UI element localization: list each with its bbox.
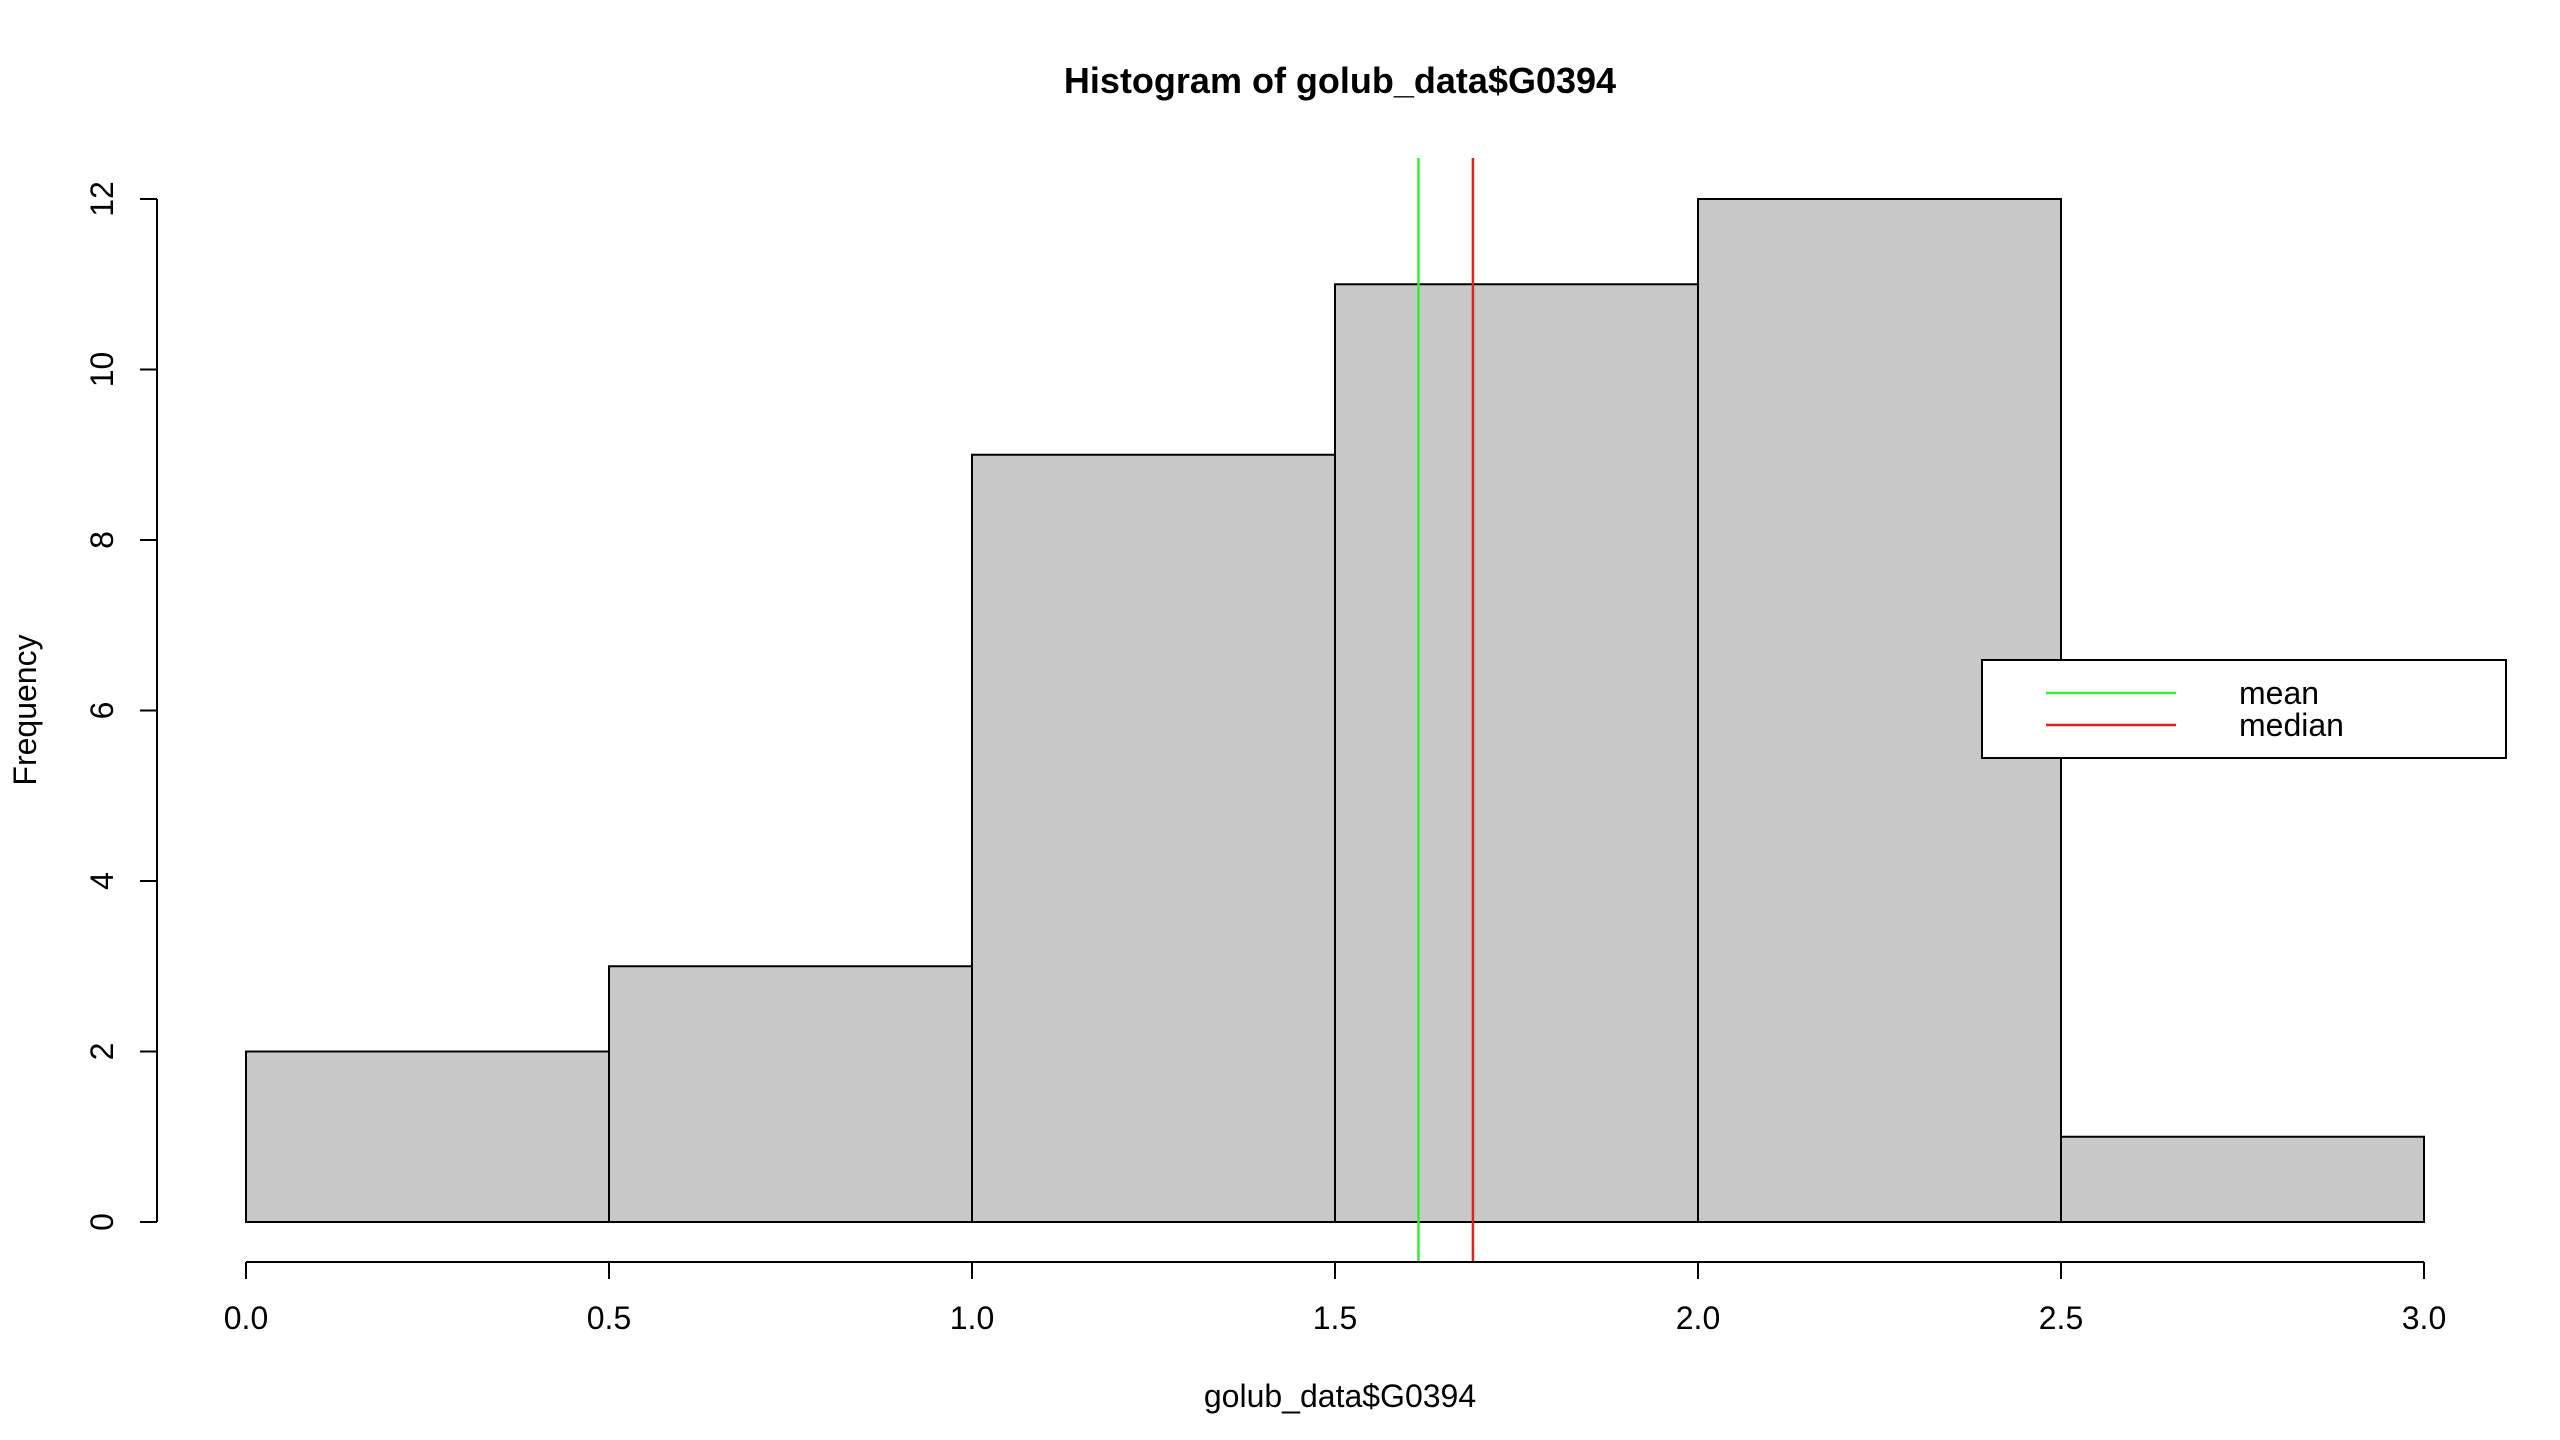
y-tick-label-0: 0 bbox=[84, 1213, 120, 1231]
y-tick-label-5: 10 bbox=[84, 352, 120, 388]
histogram-bar-0 bbox=[245, 1050, 610, 1223]
histogram-bar-1 bbox=[608, 965, 973, 1223]
x-tick-label-6: 3.0 bbox=[2402, 1300, 2446, 1336]
y-axis-label: Frequency bbox=[7, 634, 43, 785]
y-tick-label-6: 12 bbox=[84, 181, 120, 217]
legend-label-mean: mean bbox=[2239, 675, 2319, 711]
y-axis: 0 2 4 6 8 10 12 bbox=[84, 181, 158, 1231]
bars-group bbox=[245, 198, 2425, 1223]
legend-label-median: median bbox=[2239, 707, 2344, 743]
y-tick-label-2: 4 bbox=[84, 872, 120, 890]
x-tick-label-5: 2.5 bbox=[2039, 1300, 2083, 1336]
y-tick-label-1: 2 bbox=[84, 1043, 120, 1061]
histogram-bar-3 bbox=[1334, 283, 1699, 1223]
chart-title: Histogram of golub_data$G0394 bbox=[1064, 60, 1616, 101]
x-axis: 0.0 0.5 1.0 1.5 2.0 2.5 3.0 bbox=[224, 1261, 2446, 1336]
y-tick-label-3: 6 bbox=[84, 702, 120, 720]
x-tick-label-3: 1.5 bbox=[1313, 1300, 1357, 1336]
histogram-bar-2 bbox=[971, 453, 1336, 1223]
x-tick-label-4: 2.0 bbox=[1676, 1300, 1720, 1336]
x-tick-label-2: 1.0 bbox=[950, 1300, 994, 1336]
y-tick-label-4: 8 bbox=[84, 531, 120, 549]
x-tick-label-0: 0.0 bbox=[224, 1300, 268, 1336]
x-tick-label-1: 0.5 bbox=[587, 1300, 631, 1336]
legend-box bbox=[1981, 659, 2507, 759]
reference-lines-group bbox=[1417, 158, 1475, 1262]
histogram-bar-5 bbox=[2060, 1135, 2425, 1223]
x-axis-label: golub_data$G0394 bbox=[1204, 1378, 1476, 1414]
